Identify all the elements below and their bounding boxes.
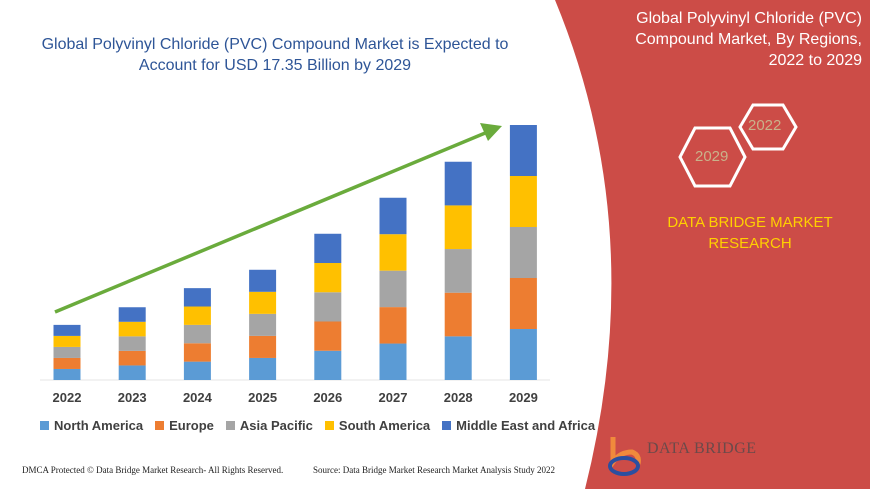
x-tick-label: 2028	[444, 390, 473, 405]
legend-swatch	[324, 421, 334, 430]
bars-group	[53, 125, 537, 380]
bar-segment-asia-pacific-2027	[379, 270, 407, 308]
bar-segment-south-america-2022	[53, 335, 81, 347]
bar-segment-europe-2026	[314, 321, 342, 351]
bar-segment-asia-pacific-2022	[53, 346, 81, 358]
bar-segment-middle-east-and-africa-2023	[118, 307, 146, 322]
x-tick-labels: 2022 2023 2024 2025 2026 2027 2028 2029	[53, 390, 538, 405]
legend-swatch	[40, 421, 49, 430]
legend-swatch	[225, 421, 235, 430]
x-tick-label: 2024	[183, 390, 213, 405]
legend-label: North America	[54, 418, 144, 433]
bar-segment-north-america-2026	[314, 350, 342, 380]
legend-label: Europe	[169, 418, 214, 433]
legend-item: Asia Pacific	[225, 418, 313, 433]
trend-arrow-line	[54, 129, 491, 314]
hexagon-label-2029: 2029	[695, 148, 729, 165]
bar-segment-middle-east-and-africa-2022	[53, 324, 81, 336]
bar-segment-middle-east-and-africa-2028	[444, 161, 472, 206]
bar-segment-north-america-2022	[53, 368, 81, 380]
bar-segment-north-america-2025	[249, 357, 277, 380]
x-tick-label: 2025	[248, 390, 277, 405]
data-bridge-logo-icon	[608, 437, 641, 476]
bar-segment-north-america-2029	[509, 329, 537, 380]
bar-segment-asia-pacific-2025	[249, 313, 277, 336]
bar-segment-north-america-2028	[444, 336, 472, 380]
side-title-line: Global Polyvinyl Chloride (PVC)	[636, 10, 862, 27]
legend-item: Middle East and Africa	[442, 418, 595, 433]
bar-segment-south-america-2029	[509, 176, 537, 227]
brand-line: DATA BRIDGE MARKET	[667, 214, 833, 231]
bar-segment-middle-east-and-africa-2029	[509, 125, 537, 176]
bar-segment-europe-2023	[118, 350, 146, 366]
bar-segment-asia-pacific-2028	[444, 249, 472, 293]
x-tick-label: 2023	[118, 390, 147, 405]
bar-segment-asia-pacific-2029	[509, 227, 537, 278]
bar-segment-south-america-2024	[183, 306, 211, 325]
bar-segment-south-america-2025	[249, 291, 277, 314]
brand-name: DATA BRIDGE MARKET RESEARCH	[660, 212, 840, 254]
x-tick-label: 2026	[313, 390, 342, 405]
hexagon-label-2022: 2022	[748, 117, 782, 134]
bar-segment-middle-east-and-africa-2027	[379, 197, 407, 235]
bar-segment-europe-2022	[53, 357, 81, 369]
chart-title: Global Polyvinyl Chloride (PVC) Compound…	[41, 36, 509, 74]
bar-segment-south-america-2027	[379, 234, 407, 271]
bar-segment-middle-east-and-africa-2025	[249, 269, 277, 292]
trend-arrow-head-icon	[480, 123, 502, 141]
bar-segment-europe-2024	[183, 343, 211, 362]
bar-segment-asia-pacific-2026	[314, 292, 342, 322]
legend: North America Europe Asia Pacific South Ame…	[40, 418, 595, 433]
legend-label: South America	[338, 418, 431, 433]
footer-copyright: DMCA Protected © Data Bridge Market Rese…	[22, 465, 284, 475]
side-title-line: Compound Market, By Regions,	[635, 31, 862, 48]
footer-source: Source: Data Bridge Market Research Mark…	[313, 465, 555, 475]
bar-segment-north-america-2024	[183, 361, 211, 380]
bar-segment-middle-east-and-africa-2026	[314, 233, 342, 264]
bar-segment-middle-east-and-africa-2024	[183, 288, 211, 307]
hexagon-2029-icon	[678, 126, 747, 188]
red-side-panel	[555, 0, 870, 489]
hexagon-2022-icon	[738, 103, 798, 151]
legend-label: Asia Pacific	[239, 418, 313, 433]
legend-swatch	[442, 421, 452, 430]
bar-segment-north-america-2023	[118, 365, 146, 380]
side-title: Global Polyvinyl Chloride (PVC) Compound…	[562, 8, 862, 71]
side-title-line: 2022 to 2029	[768, 52, 862, 69]
legend-item: Europe	[155, 418, 214, 433]
bar-segment-asia-pacific-2024	[183, 324, 211, 344]
brand-line: RESEARCH	[708, 235, 792, 252]
bar-segment-north-america-2027	[379, 343, 407, 380]
bar-segment-south-america-2023	[118, 321, 146, 337]
bar-segment-south-america-2026	[314, 263, 342, 293]
logo-text: DATA BRIDGE	[647, 440, 757, 457]
legend-item: North America	[40, 418, 143, 433]
x-tick-label: 2022	[53, 390, 82, 405]
bar-segment-europe-2029	[509, 278, 537, 329]
legend-label: Middle East and Africa	[456, 418, 596, 433]
bar-segment-europe-2027	[379, 307, 407, 344]
x-tick-label: 2029	[509, 390, 538, 405]
bar-segment-europe-2028	[444, 292, 472, 337]
bar-segment-asia-pacific-2023	[118, 336, 146, 351]
legend-item: South America	[324, 418, 431, 433]
bar-segment-south-america-2028	[444, 205, 472, 250]
x-tick-label: 2027	[379, 390, 408, 405]
legend-swatch	[155, 421, 165, 430]
bar-segment-europe-2025	[249, 335, 277, 358]
